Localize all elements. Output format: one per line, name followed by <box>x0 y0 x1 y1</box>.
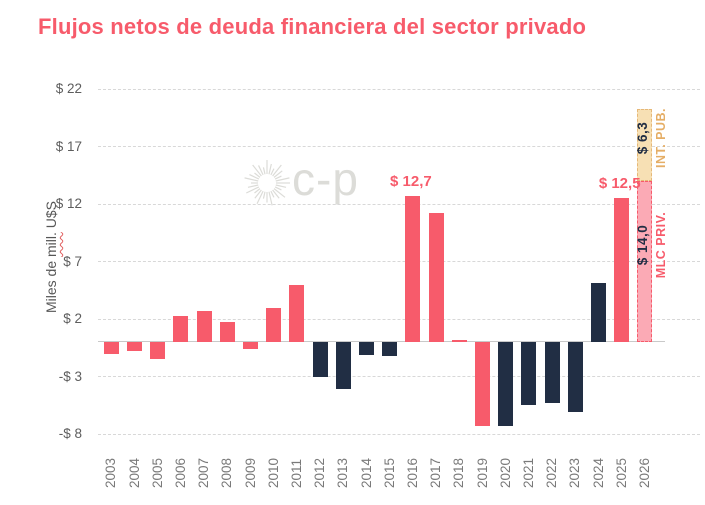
y-axis-tick-label: -$ 3 <box>58 368 82 384</box>
x-axis-label-2020: 2020 <box>497 457 513 488</box>
x-axis-label-2018: 2018 <box>451 457 467 488</box>
segment-value-int-pub: $ 6,3 <box>634 121 650 154</box>
y-axis-tick-label: $ 22 <box>55 81 82 96</box>
bar-2024 <box>591 283 606 342</box>
bar-2020 <box>498 342 514 426</box>
y-axis-tick-label: -$ 8 <box>58 426 82 441</box>
x-axis-zero-line <box>98 341 665 342</box>
bar-2022 <box>544 342 560 403</box>
gridline-2 <box>98 318 700 320</box>
bar-2026-mlc-priv <box>637 181 653 342</box>
gridline-7 <box>98 261 700 262</box>
bar-2010 <box>266 307 282 342</box>
x-axis-label-2024: 2024 <box>590 457 606 488</box>
bar-2025 <box>614 198 630 342</box>
x-axis-label-2016: 2016 <box>404 457 420 488</box>
x-axis-label-2025: 2025 <box>613 457 629 488</box>
x-axis-label-2010: 2010 <box>265 457 281 488</box>
x-axis-label-2026: 2026 <box>636 457 652 488</box>
x-axis-label-2013: 2013 <box>335 457 351 488</box>
bar-2006 <box>173 315 189 342</box>
gridline-12 <box>98 203 700 205</box>
x-axis-label-2014: 2014 <box>358 457 374 488</box>
y-axis-tick-label: $ 2 <box>63 311 82 326</box>
sunburst-icon <box>244 160 290 206</box>
gridline--8 <box>98 433 700 435</box>
bar-2013 <box>335 342 351 390</box>
gridline-17 <box>98 146 700 147</box>
x-axis-label-2009: 2009 <box>242 457 258 488</box>
watermark-text: c-p <box>292 153 359 205</box>
gridline--3 <box>98 376 700 377</box>
x-axis-label-2017: 2017 <box>428 457 444 488</box>
bar-2009 <box>243 342 258 349</box>
bar-2021 <box>521 342 537 406</box>
y-axis-tick-label: $ 12 <box>55 196 82 211</box>
bar-value-label-2016: $ 12,7 <box>390 172 432 190</box>
x-axis-label-2021: 2021 <box>520 457 536 488</box>
x-axis-label-2005: 2005 <box>149 457 165 488</box>
y-axis-tick-label: $ 17 <box>55 138 82 154</box>
gridline-22 <box>98 88 700 90</box>
bar-2007 <box>196 310 212 342</box>
x-axis-label-2004: 2004 <box>126 457 142 488</box>
x-axis-label-2006: 2006 <box>172 457 188 488</box>
bar-2015 <box>382 342 398 356</box>
bar-2023 <box>567 342 583 413</box>
bar-2014 <box>359 342 374 355</box>
x-axis-label-2012: 2012 <box>312 457 328 488</box>
y-axis-tick-label: $ 7 <box>63 253 82 269</box>
bar-value-label-2025: $ 12,5 <box>598 175 641 193</box>
bar-2026-int-pub <box>637 108 653 181</box>
bar-2018 <box>451 339 467 342</box>
x-axis-label-2003: 2003 <box>103 457 119 488</box>
segment-name-int-pub: INT. PUB. <box>654 107 669 168</box>
x-axis-label-2015: 2015 <box>381 457 397 488</box>
chart-title: Flujos netos de deuda financiera del sec… <box>38 14 587 39</box>
bar-2019 <box>475 342 490 426</box>
bar-2011 <box>289 284 305 342</box>
bar-2017 <box>428 213 444 342</box>
segment-name-mlc-priv: MLC PRIV. <box>654 212 669 279</box>
bar-2008 <box>219 322 235 342</box>
x-axis-label-2019: 2019 <box>474 457 490 488</box>
bar-2016 <box>405 195 421 342</box>
x-axis-label-2007: 2007 <box>196 457 212 488</box>
bar-2004 <box>127 342 142 352</box>
x-axis-label-2023: 2023 <box>567 457 583 488</box>
x-axis-label-2008: 2008 <box>219 457 235 488</box>
watermark: c-p <box>237 153 367 213</box>
bar-2003 <box>103 342 119 354</box>
x-axis-label-2022: 2022 <box>544 457 560 488</box>
bar-2012 <box>312 342 328 377</box>
x-axis-label-2011: 2011 <box>288 458 304 488</box>
segment-value-mlc-priv: $ 14,0 <box>634 225 650 266</box>
bar-2005 <box>150 342 166 360</box>
